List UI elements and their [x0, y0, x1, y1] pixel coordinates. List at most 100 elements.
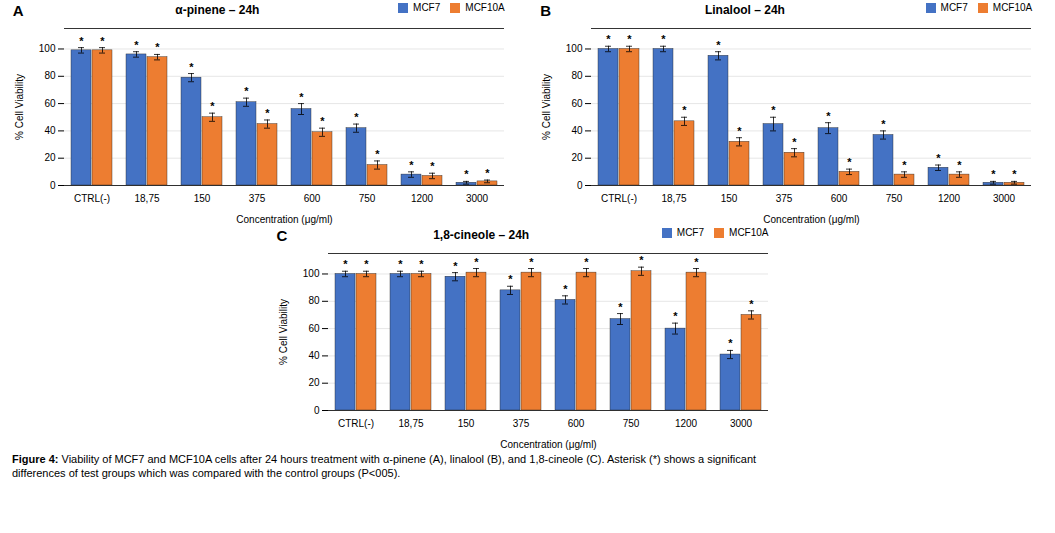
svg-text:*: *: [992, 168, 997, 180]
svg-text:18,75: 18,75: [398, 418, 423, 429]
svg-text:*: *: [299, 91, 304, 103]
svg-text:% Cell Viability: % Cell Viability: [541, 74, 552, 140]
html-text:Linalool – 24h: Linalool – 24h: [704, 3, 785, 17]
svg-text:*: *: [728, 337, 733, 349]
svg-text:60: 60: [572, 98, 584, 109]
svg-text:*: *: [100, 35, 105, 47]
svg-text:*: *: [453, 260, 458, 272]
svg-text:Concentration (μg/ml): Concentration (μg/ml): [764, 214, 860, 225]
svg-text:600: 600: [567, 418, 584, 429]
svg-text:Concentration (μg/ml): Concentration (μg/ml): [500, 439, 596, 450]
svg-text:*: *: [375, 148, 380, 160]
svg-text:0: 0: [313, 405, 319, 416]
svg-text:3000: 3000: [993, 193, 1016, 204]
svg-text:60: 60: [308, 323, 320, 334]
svg-text:*: *: [155, 41, 160, 53]
svg-text:*: *: [958, 159, 963, 171]
svg-text:*: *: [474, 256, 479, 268]
html-text:α-pinene – 24h: α-pinene – 24h: [175, 3, 260, 17]
svg-text:*: *: [793, 136, 798, 148]
svg-text:CTRL(-): CTRL(-): [337, 418, 373, 429]
svg-text:*: *: [937, 152, 942, 164]
svg-text:*: *: [134, 39, 139, 51]
svg-text:*: *: [354, 111, 359, 123]
svg-text:1200: 1200: [938, 193, 961, 204]
svg-text:*: *: [364, 258, 369, 270]
svg-text:20: 20: [44, 152, 56, 163]
svg-text:CTRL(-): CTRL(-): [74, 193, 110, 204]
svg-text:750: 750: [622, 418, 639, 429]
svg-text:*: *: [409, 159, 414, 171]
svg-text:80: 80: [308, 295, 320, 306]
svg-text:*: *: [464, 168, 469, 180]
svg-text:*: *: [430, 160, 435, 172]
svg-text:600: 600: [303, 193, 320, 204]
svg-text:80: 80: [572, 70, 584, 81]
svg-text:150: 150: [457, 418, 474, 429]
svg-text:*: *: [398, 258, 403, 270]
svg-text:3000: 3000: [729, 418, 752, 429]
svg-text:40: 40: [572, 125, 584, 136]
svg-text:*: *: [827, 110, 832, 122]
svg-text:*: *: [772, 104, 777, 116]
svg-text:750: 750: [886, 193, 903, 204]
svg-text:*: *: [694, 256, 699, 268]
svg-text:% Cell Viability: % Cell Viability: [13, 74, 24, 140]
svg-text:% Cell Viability: % Cell Viability: [277, 299, 288, 365]
svg-text:20: 20: [308, 377, 320, 388]
svg-text:*: *: [584, 256, 589, 268]
svg-text:*: *: [618, 301, 623, 313]
svg-text:*: *: [673, 310, 678, 322]
svg-text:*: *: [529, 256, 534, 268]
svg-text:750: 750: [358, 193, 375, 204]
svg-text:*: *: [749, 298, 754, 310]
svg-text:*: *: [738, 125, 743, 137]
svg-text:0: 0: [50, 180, 56, 191]
svg-text:*: *: [244, 85, 249, 97]
svg-text:*: *: [683, 104, 688, 116]
svg-text:0: 0: [577, 180, 583, 191]
svg-text:375: 375: [512, 418, 529, 429]
svg-text:600: 600: [831, 193, 848, 204]
svg-text:*: *: [79, 35, 84, 47]
svg-text:*: *: [485, 167, 490, 179]
html-text:Figure 4: Viability of MCF7 an: Figure 4: Viability of MCF7 and MCF10A c…: [12, 453, 757, 480]
svg-text:40: 40: [308, 350, 320, 361]
svg-text:*: *: [848, 156, 853, 168]
svg-text:Concentration (μg/ml): Concentration (μg/ml): [236, 214, 332, 225]
svg-text:*: *: [607, 33, 612, 45]
svg-text:18,75: 18,75: [662, 193, 687, 204]
svg-text:*: *: [628, 33, 633, 45]
svg-text:*: *: [210, 100, 215, 112]
svg-text:*: *: [419, 258, 424, 270]
svg-text:*: *: [903, 159, 908, 171]
svg-text:*: *: [343, 258, 348, 270]
svg-text:*: *: [508, 273, 513, 285]
svg-text:375: 375: [776, 193, 793, 204]
svg-text:*: *: [563, 283, 568, 295]
svg-text:150: 150: [193, 193, 210, 204]
svg-text:1200: 1200: [674, 418, 697, 429]
svg-text:1200: 1200: [411, 193, 434, 204]
svg-text:*: *: [1013, 168, 1018, 180]
svg-text:*: *: [882, 118, 887, 130]
svg-text:*: *: [265, 107, 270, 119]
svg-text:100: 100: [39, 43, 56, 54]
svg-text:375: 375: [248, 193, 265, 204]
svg-text:100: 100: [566, 43, 583, 54]
svg-text:40: 40: [44, 125, 56, 136]
svg-text:*: *: [717, 39, 722, 51]
svg-text:20: 20: [572, 152, 584, 163]
svg-text:*: *: [662, 33, 667, 45]
svg-text:*: *: [320, 115, 325, 127]
html-text:1,8-cineole – 24h: 1,8-cineole – 24h: [433, 228, 530, 242]
svg-text:100: 100: [302, 268, 319, 279]
svg-text:*: *: [639, 254, 644, 266]
svg-text:18,75: 18,75: [134, 193, 159, 204]
svg-text:150: 150: [721, 193, 738, 204]
svg-text:CTRL(-): CTRL(-): [601, 193, 637, 204]
svg-text:60: 60: [44, 98, 56, 109]
svg-text:80: 80: [44, 70, 56, 81]
svg-text:3000: 3000: [466, 193, 489, 204]
svg-text:*: *: [189, 61, 194, 73]
